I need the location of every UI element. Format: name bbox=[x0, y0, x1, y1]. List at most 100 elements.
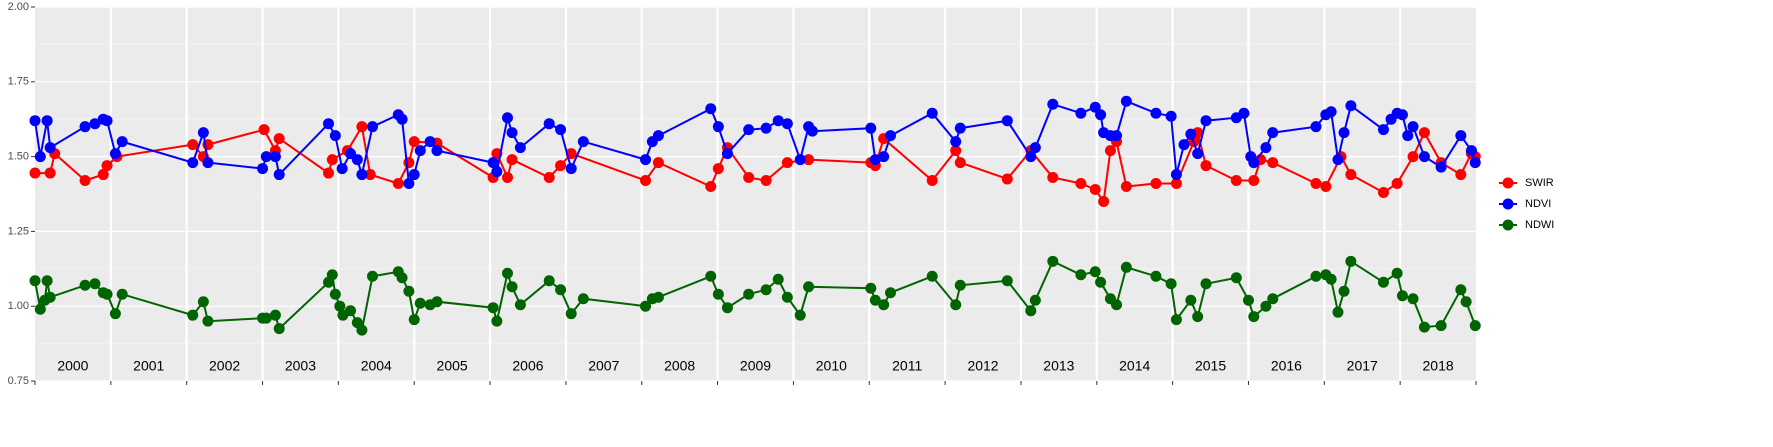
legend: SWIR NDVI NDWI bbox=[1499, 177, 1554, 231]
data-point bbox=[197, 127, 209, 139]
data-point bbox=[1310, 270, 1322, 282]
data-point bbox=[202, 315, 214, 327]
data-point bbox=[884, 287, 896, 299]
data-point bbox=[329, 130, 341, 142]
data-point bbox=[1455, 284, 1467, 296]
data-point bbox=[803, 154, 815, 166]
data-point bbox=[501, 172, 513, 184]
data-point bbox=[431, 296, 443, 308]
legend-label: NDWI bbox=[1525, 219, 1554, 231]
data-point bbox=[356, 324, 368, 336]
data-point bbox=[356, 169, 368, 181]
data-point bbox=[29, 167, 41, 179]
data-point bbox=[1075, 107, 1087, 119]
data-point bbox=[1377, 276, 1389, 288]
legend-point bbox=[1502, 177, 1514, 189]
data-point bbox=[1089, 266, 1101, 278]
data-point bbox=[366, 121, 378, 133]
data-point bbox=[926, 270, 938, 282]
data-point bbox=[44, 167, 56, 179]
data-point bbox=[712, 121, 724, 133]
data-point bbox=[1170, 178, 1182, 190]
year-label: 2008 bbox=[664, 358, 695, 374]
data-point bbox=[329, 288, 341, 300]
data-point bbox=[926, 107, 938, 119]
data-point bbox=[1075, 178, 1087, 190]
legend-point bbox=[1502, 198, 1514, 210]
data-point bbox=[1120, 181, 1132, 193]
data-point bbox=[79, 121, 91, 133]
data-point bbox=[1345, 100, 1357, 112]
data-point bbox=[336, 163, 348, 175]
data-point bbox=[543, 275, 555, 287]
year-label: 2013 bbox=[1043, 358, 1074, 374]
data-point bbox=[351, 154, 363, 166]
data-point bbox=[1248, 157, 1260, 169]
data-point bbox=[44, 142, 56, 154]
data-point bbox=[1029, 294, 1041, 306]
data-point bbox=[1391, 267, 1403, 279]
y-tick-label: 1.25 bbox=[8, 225, 29, 237]
marks bbox=[29, 95, 1481, 336]
data-point bbox=[1435, 161, 1447, 173]
data-point bbox=[269, 309, 281, 321]
data-point bbox=[1098, 195, 1110, 207]
data-point bbox=[1402, 130, 1414, 142]
data-point bbox=[1260, 142, 1272, 154]
data-point bbox=[116, 288, 128, 300]
data-point bbox=[865, 122, 877, 134]
data-point bbox=[1418, 127, 1430, 139]
y-tick-label: 2.00 bbox=[8, 1, 29, 13]
data-point bbox=[414, 297, 426, 309]
data-point bbox=[403, 178, 415, 190]
data-point bbox=[1332, 306, 1344, 318]
data-point bbox=[1238, 107, 1250, 119]
data-point bbox=[403, 157, 415, 169]
data-point bbox=[491, 166, 503, 178]
data-point bbox=[781, 157, 793, 169]
data-point bbox=[954, 157, 966, 169]
data-point bbox=[1192, 148, 1204, 160]
data-point bbox=[884, 130, 896, 142]
data-point bbox=[501, 267, 513, 279]
data-point bbox=[712, 288, 724, 300]
data-point bbox=[1320, 181, 1332, 193]
data-point bbox=[29, 115, 41, 127]
data-point bbox=[652, 130, 664, 142]
data-point bbox=[1396, 109, 1408, 121]
data-point bbox=[44, 291, 56, 303]
data-point bbox=[273, 169, 285, 181]
data-point bbox=[273, 133, 285, 145]
data-point bbox=[41, 115, 53, 127]
data-point bbox=[1345, 169, 1357, 181]
year-label: 2003 bbox=[285, 358, 316, 374]
data-point bbox=[366, 270, 378, 282]
data-point bbox=[869, 154, 881, 166]
data-point bbox=[1200, 278, 1212, 290]
data-point bbox=[326, 269, 338, 281]
data-point bbox=[260, 312, 272, 324]
year-label: 2005 bbox=[437, 358, 468, 374]
data-point bbox=[1338, 127, 1350, 139]
data-point bbox=[1242, 294, 1254, 306]
data-point bbox=[1111, 130, 1123, 142]
data-point bbox=[1418, 151, 1430, 163]
data-point bbox=[1325, 106, 1337, 118]
data-point bbox=[257, 163, 269, 175]
data-point bbox=[1407, 121, 1419, 133]
data-point bbox=[506, 281, 518, 293]
data-point bbox=[1089, 184, 1101, 196]
data-point bbox=[408, 136, 420, 148]
y-tick-label: 1.50 bbox=[8, 151, 29, 163]
data-point bbox=[1469, 320, 1481, 332]
data-point bbox=[772, 115, 784, 127]
data-point bbox=[323, 167, 335, 179]
data-point bbox=[1001, 173, 1013, 185]
data-point bbox=[116, 136, 128, 148]
data-point bbox=[34, 303, 46, 315]
data-point bbox=[356, 121, 368, 133]
data-point bbox=[555, 284, 567, 296]
data-point bbox=[950, 145, 962, 157]
data-point bbox=[414, 145, 426, 157]
